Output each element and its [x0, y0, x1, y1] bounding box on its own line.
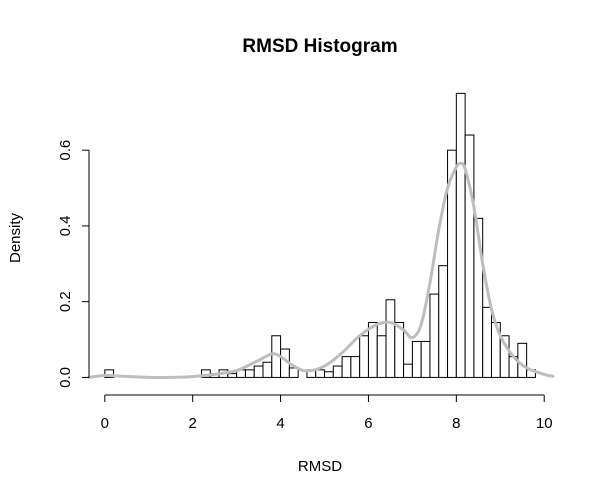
- y-axis-label: Density: [7, 212, 24, 263]
- histogram-bar: [253, 365, 264, 378]
- x-axis: 0 2 4 6 8 10: [101, 394, 553, 432]
- histogram-bar: [376, 335, 387, 378]
- x-tick-label: 2: [189, 415, 197, 432]
- histogram-bar: [438, 265, 449, 378]
- histogram-bar: [455, 92, 466, 378]
- histogram-bar: [104, 369, 115, 378]
- x-axis-label: RMSD: [298, 458, 342, 475]
- histogram-bar: [262, 361, 273, 378]
- histogram-bar: [227, 373, 238, 378]
- y-tick-label: 0.2: [57, 291, 74, 312]
- histogram-bar: [403, 363, 413, 378]
- histogram-bar: [429, 293, 440, 378]
- histogram-bar: [359, 335, 369, 378]
- x-tick-label: 8: [452, 415, 460, 432]
- histogram-bar: [394, 322, 405, 378]
- histogram-bar: [411, 340, 422, 378]
- histogram-bar: [324, 371, 334, 378]
- histogram-bar: [367, 322, 378, 378]
- y-axis: 0.0 0.2 0.4 0.6: [57, 140, 90, 388]
- histogram-bar: [341, 356, 352, 378]
- histogram-bar: [517, 342, 528, 378]
- x-tick-label: 4: [276, 415, 284, 432]
- y-tick-label: 0.4: [57, 215, 74, 236]
- x-tick-label: 10: [536, 415, 553, 432]
- histogram-bars: [104, 92, 536, 378]
- density-curve: [87, 161, 555, 380]
- histogram-bar: [482, 306, 492, 378]
- y-tick-label: 0.6: [57, 140, 74, 161]
- x-tick-label: 0: [101, 415, 109, 432]
- histogram-bar: [288, 367, 299, 378]
- histogram-bar: [473, 217, 484, 378]
- histogram-bar: [350, 356, 361, 378]
- histogram-bar: [244, 369, 255, 378]
- histogram-bar: [420, 340, 431, 378]
- histogram-bar: [385, 299, 396, 378]
- x-tick-label: 6: [364, 415, 372, 432]
- chart-title: RMSD Histogram: [242, 36, 397, 57]
- histogram-bar: [332, 365, 343, 378]
- histogram-bar: [315, 369, 326, 378]
- y-tick-label: 0.0: [57, 367, 74, 388]
